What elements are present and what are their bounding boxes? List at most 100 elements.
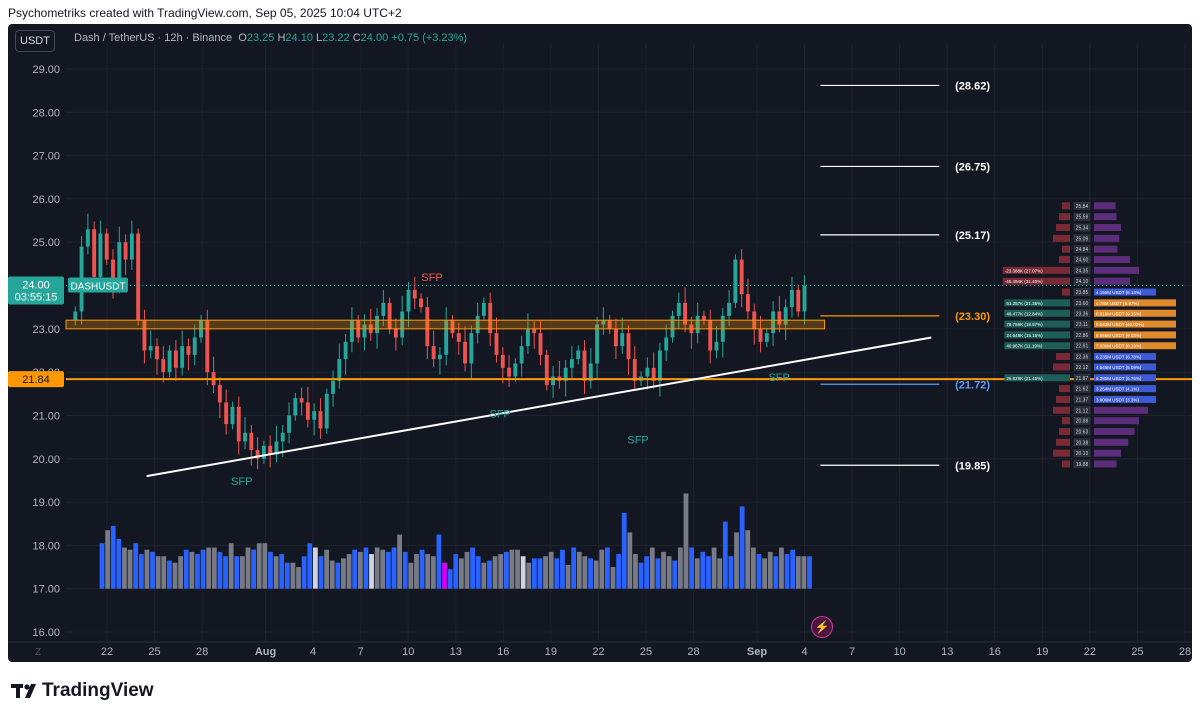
- candle-body: [456, 333, 461, 342]
- trend-line[interactable]: [146, 336, 932, 478]
- candle-body: [274, 441, 279, 455]
- candle-body: [312, 411, 317, 420]
- depth-buy-bar: [1004, 320, 1070, 328]
- x-tick-label: 7: [358, 646, 364, 658]
- depth-buy-bar: [1002, 266, 1070, 274]
- depth-price-box: [1073, 460, 1091, 468]
- volume-bar: [223, 556, 228, 589]
- depth-price-box: [1073, 288, 1091, 296]
- depth-price-box: [1073, 234, 1091, 243]
- depth-price-box: [1073, 363, 1091, 371]
- volume-bar: [531, 558, 537, 589]
- volume-bar: [661, 551, 666, 589]
- projection-level-label: (25.17): [955, 230, 990, 242]
- depth-sell-bar: [1094, 266, 1139, 274]
- volume-bar: [206, 547, 212, 589]
- volume-bar: [425, 554, 431, 589]
- depth-sell-bar: [1094, 385, 1156, 393]
- candle-body: [117, 242, 122, 286]
- depth-sell-bar: [1094, 460, 1117, 468]
- volume-bar: [773, 556, 779, 589]
- candle-body: [425, 307, 430, 347]
- volume-bar: [442, 562, 447, 589]
- symbol-button[interactable]: USDT: [15, 30, 55, 52]
- candle-body: [790, 289, 794, 308]
- candle-body: [701, 315, 706, 321]
- depth-sell-bar: [1094, 224, 1121, 232]
- candle-body: [85, 229, 90, 247]
- volume-bar: [183, 549, 189, 589]
- depth-price: 24.60: [1076, 258, 1089, 264]
- volume-bar: [447, 569, 453, 589]
- depth-sell-bar: [1094, 449, 1121, 457]
- candle-body: [488, 302, 493, 334]
- depth-price: 20.13: [1076, 451, 1089, 457]
- candle-body: [148, 346, 153, 351]
- volume-bar: [543, 556, 548, 589]
- chart-frame[interactable]: 29.0028.0027.0026.0025.0024.0023.0022.00…: [8, 24, 1192, 662]
- volume-bar: [105, 530, 111, 589]
- candlestick-chart[interactable]: 29.0028.0027.0026.0025.0024.0023.0022.00…: [8, 24, 1192, 662]
- candle-body: [708, 320, 713, 351]
- volume-bar: [374, 547, 380, 589]
- candle-body: [764, 333, 769, 342]
- candle-body: [563, 367, 568, 381]
- symbol-tag: [68, 277, 128, 293]
- brand-footer: TradingView: [10, 680, 154, 702]
- x-tick-label: 28: [196, 646, 208, 658]
- candle-body: [727, 302, 732, 316]
- volume-bar: [369, 554, 374, 589]
- x-tick-label: 16: [497, 646, 509, 658]
- volume-bar: [520, 556, 526, 589]
- volume-bar: [722, 521, 728, 589]
- depth-price: 23.60: [1076, 301, 1089, 307]
- depth-sell-label: 4.155M USDT (6.13%): [1096, 290, 1142, 295]
- volume-bar: [195, 554, 200, 589]
- sfp-annotation: SFP: [231, 476, 252, 488]
- volume-bar: [593, 560, 599, 589]
- depth-buy-bar: [1062, 245, 1070, 253]
- depth-buy-label: -45.494K (31.45%): [1005, 279, 1043, 284]
- depth-buy-bar: [1062, 417, 1070, 425]
- x-tick-label: 19: [545, 646, 557, 658]
- sfp-annotation: SFP: [768, 372, 789, 384]
- support-price-tag[interactable]: [8, 371, 64, 388]
- depth-price-box: [1073, 320, 1091, 328]
- candle-body: [104, 233, 109, 260]
- depth-buy-label: -23.388K (27.07%): [1005, 268, 1043, 273]
- lightning-icon[interactable]: ⚡: [811, 616, 833, 638]
- volume-bar: [537, 558, 543, 589]
- depth-buy-bar: [1059, 213, 1070, 221]
- volume-bar: [341, 558, 346, 589]
- volume-bar: [453, 554, 459, 589]
- x-tick-label: 16: [989, 646, 1001, 658]
- volume-bar: [711, 547, 717, 589]
- volume-bar: [318, 556, 324, 589]
- depth-buy-bar: [1059, 427, 1070, 435]
- depth-price: 21.87: [1076, 376, 1089, 382]
- candle-body: [73, 311, 78, 321]
- legend-close: 24.00: [360, 32, 389, 44]
- volume-bar: [638, 562, 644, 589]
- chart-caption: Psychometriks created with TradingView.c…: [8, 6, 402, 20]
- volume-bar: [621, 512, 627, 589]
- depth-sell-label: 7.636M USDT (8.19%): [1096, 344, 1142, 349]
- volume-bar: [677, 547, 683, 589]
- depth-price: 24.84: [1076, 247, 1089, 253]
- candle-body: [733, 259, 738, 303]
- candle-body: [393, 328, 398, 338]
- volume-bar: [307, 543, 313, 589]
- candle-body: [349, 320, 354, 342]
- legend-h-label: H: [277, 32, 286, 44]
- volume-bar: [301, 556, 307, 589]
- last-price-tag[interactable]: [8, 276, 64, 305]
- candle-body: [525, 328, 530, 347]
- depth-price: 24.35: [1076, 268, 1089, 274]
- depth-price: 21.37: [1076, 397, 1089, 403]
- depth-buy-bar: [1002, 277, 1070, 285]
- depth-price-box: [1073, 299, 1091, 307]
- depth-sell-bar: [1094, 342, 1176, 350]
- depth-sell-label: 3.006M USDT (3.3%): [1096, 397, 1139, 402]
- volume-bar: [155, 556, 161, 589]
- depth-sell-bar: [1094, 288, 1156, 296]
